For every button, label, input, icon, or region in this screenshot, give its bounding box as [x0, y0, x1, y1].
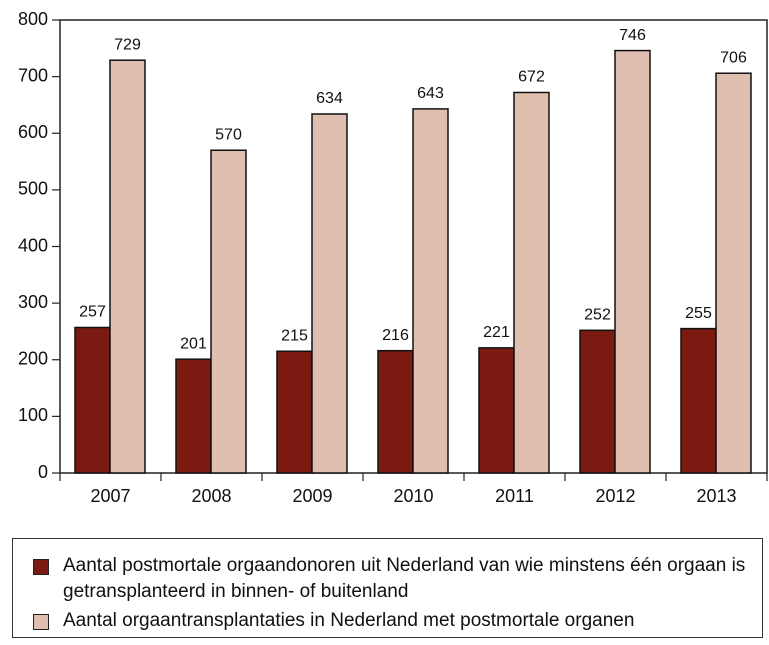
legend-swatch	[33, 614, 49, 630]
value-label: 216	[382, 327, 409, 344]
y-tick-label: 800	[18, 9, 48, 29]
bar	[175, 358, 212, 474]
y-tick-label: 400	[18, 235, 48, 255]
legend-label: Aantal postmortale orgaandonoren uit Ned…	[63, 555, 746, 602]
value-label: 746	[619, 27, 646, 44]
value-label: 255	[685, 305, 712, 322]
bar	[614, 49, 651, 474]
bar	[74, 326, 111, 474]
bar	[109, 59, 146, 474]
chart: 0 100 200 300 400 500 600 700 800 2007 257 729 2008 2…	[18, 9, 768, 506]
x-tick-label: 2007	[90, 486, 130, 506]
bar	[478, 347, 515, 474]
y-tick-label: 0	[38, 462, 48, 482]
value-label: 672	[518, 69, 545, 86]
y-tick-label: 200	[18, 349, 48, 369]
x-tick-label: 2013	[696, 486, 736, 506]
legend: Aantal postmortale orgaandonoren uit Ned…	[12, 538, 763, 638]
x-tick-label: 2012	[595, 486, 635, 506]
value-label: 201	[180, 335, 207, 352]
bar	[579, 329, 616, 474]
y-tick-label: 100	[18, 405, 48, 425]
x-tick-label: 2010	[393, 486, 433, 506]
x-tick-label: 2008	[191, 486, 231, 506]
y-tick-label: 600	[18, 122, 48, 142]
legend-swatch	[33, 559, 49, 575]
bar	[680, 327, 717, 474]
x-tick-label: 2009	[292, 486, 332, 506]
bar	[715, 72, 752, 474]
value-label: 706	[720, 49, 747, 66]
y-tick-label: 500	[18, 179, 48, 199]
value-label: 215	[281, 327, 308, 344]
y-tick-label: 700	[18, 65, 48, 85]
value-label: 570	[215, 126, 242, 143]
value-label: 252	[584, 307, 611, 324]
value-label: 729	[114, 36, 141, 53]
value-label: 634	[316, 90, 343, 107]
value-label: 257	[79, 304, 106, 321]
bar	[412, 108, 449, 474]
y-tick-label: 300	[18, 292, 48, 312]
bar	[513, 91, 550, 474]
bar	[210, 149, 247, 474]
bar	[276, 350, 313, 474]
legend-label: Aantal orgaantransplantaties in Nederlan…	[63, 610, 635, 631]
bar	[311, 113, 348, 474]
bar	[377, 349, 414, 474]
value-label: 221	[483, 324, 510, 341]
value-label: 643	[417, 85, 444, 102]
x-tick-label: 2011	[495, 486, 534, 506]
